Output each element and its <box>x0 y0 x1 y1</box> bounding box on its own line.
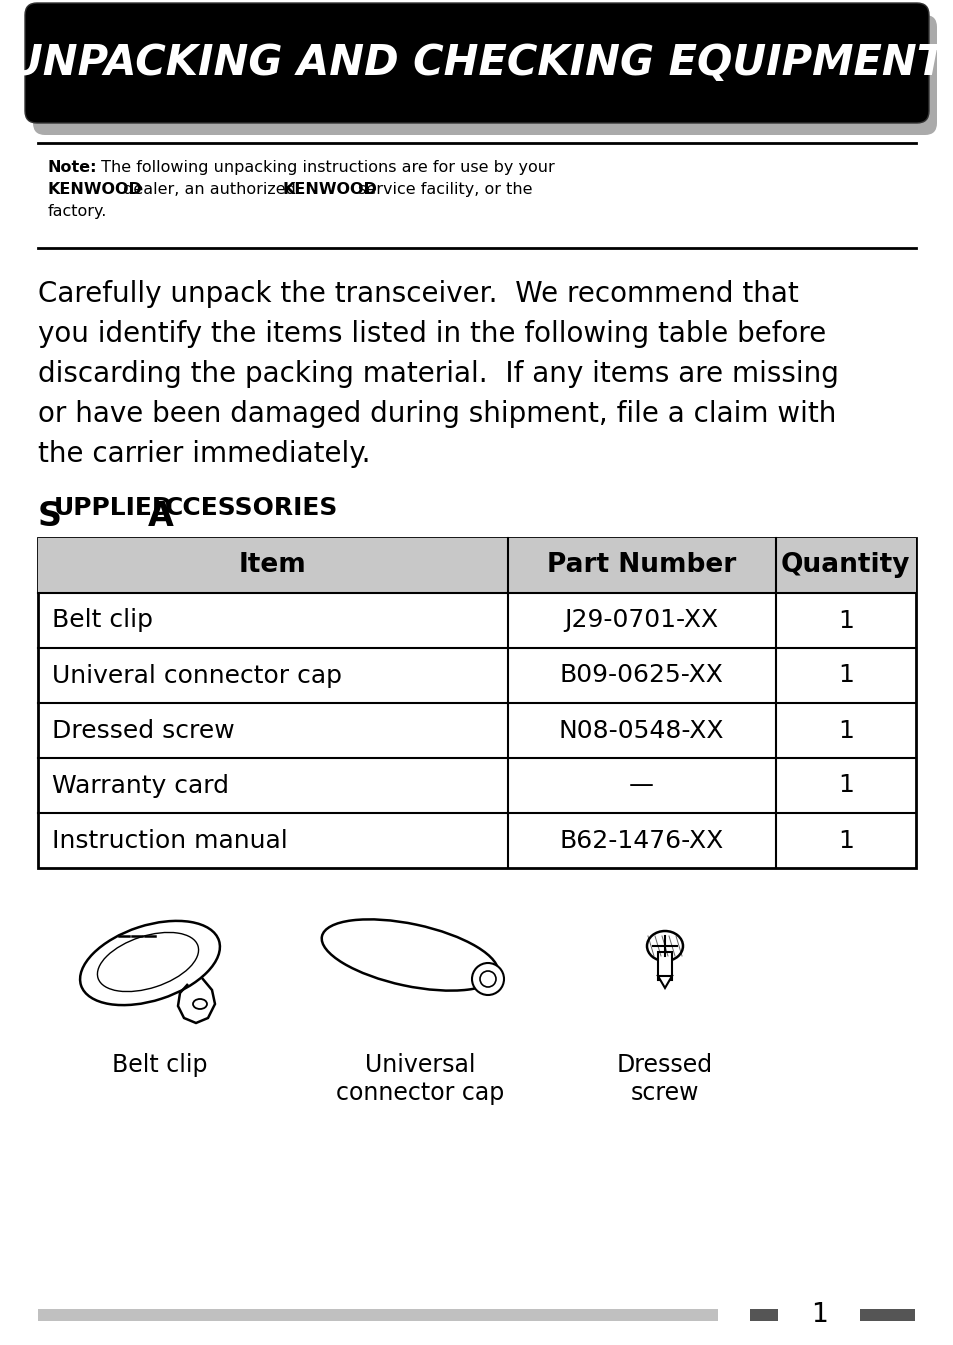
Bar <box>749 1309 778 1321</box>
Text: Carefully unpack the transceiver.  We recommend that: Carefully unpack the transceiver. We rec… <box>38 280 798 308</box>
Polygon shape <box>658 976 671 989</box>
Text: you identify the items listed in the following table before: you identify the items listed in the fol… <box>38 320 825 348</box>
Ellipse shape <box>97 932 198 991</box>
Text: Item: Item <box>239 553 307 578</box>
Text: B62-1476-XX: B62-1476-XX <box>558 829 723 853</box>
Text: factory.: factory. <box>48 204 108 219</box>
Text: B09-0625-XX: B09-0625-XX <box>559 663 722 687</box>
FancyBboxPatch shape <box>25 3 928 122</box>
Text: UNPACKING AND CHECKING EQUIPMENT: UNPACKING AND CHECKING EQUIPMENT <box>9 42 944 83</box>
Ellipse shape <box>472 963 503 995</box>
Bar <box>658 952 671 981</box>
Text: 1: 1 <box>837 663 853 687</box>
Text: Dressed screw: Dressed screw <box>52 718 234 742</box>
Bar <box>38 538 915 868</box>
Text: J29-0701-XX: J29-0701-XX <box>564 608 718 632</box>
Text: Univeral connector cap: Univeral connector cap <box>52 663 341 687</box>
Text: or have been damaged during shipment, file a claim with: or have been damaged during shipment, fi… <box>38 399 836 428</box>
Text: 1: 1 <box>837 773 853 798</box>
Ellipse shape <box>479 971 496 987</box>
Bar <box>859 1309 914 1321</box>
Text: Belt clip: Belt clip <box>112 1053 208 1077</box>
Text: CCESSORIES: CCESSORIES <box>165 496 338 521</box>
Ellipse shape <box>646 931 682 960</box>
Text: the carrier immediately.: the carrier immediately. <box>38 440 370 468</box>
Text: 1: 1 <box>837 829 853 853</box>
Text: Quantity: Quantity <box>781 553 909 578</box>
Text: N08-0548-XX: N08-0548-XX <box>558 718 723 742</box>
Text: Instruction manual: Instruction manual <box>52 829 288 853</box>
Text: 1: 1 <box>837 608 853 632</box>
Text: UPPLIED: UPPLIED <box>54 496 173 521</box>
Bar <box>38 538 915 593</box>
Text: KENWOOD: KENWOOD <box>48 182 143 196</box>
Text: KENWOOD: KENWOOD <box>283 182 377 196</box>
Ellipse shape <box>80 921 220 1005</box>
Text: 1: 1 <box>811 1302 827 1328</box>
Text: dealer, an authorized: dealer, an authorized <box>118 182 301 196</box>
Text: Warranty card: Warranty card <box>52 773 229 798</box>
Ellipse shape <box>193 999 207 1009</box>
Text: 1: 1 <box>837 718 853 742</box>
Text: Part Number: Part Number <box>546 553 736 578</box>
FancyBboxPatch shape <box>33 15 936 134</box>
Text: service facility, or the: service facility, or the <box>353 182 532 196</box>
Ellipse shape <box>321 920 497 991</box>
Text: Universal
connector cap: Universal connector cap <box>335 1053 503 1104</box>
Bar <box>38 1309 718 1321</box>
Text: Belt clip: Belt clip <box>52 608 152 632</box>
Text: S: S <box>38 500 62 533</box>
Text: discarding the packing material.  If any items are missing: discarding the packing material. If any … <box>38 360 838 387</box>
Text: —: — <box>628 773 654 798</box>
Text: Dressed
screw: Dressed screw <box>617 1053 712 1104</box>
Text: Note:: Note: <box>48 160 97 175</box>
Text: A: A <box>148 500 173 533</box>
Text: The following unpacking instructions are for use by your: The following unpacking instructions are… <box>96 160 554 175</box>
